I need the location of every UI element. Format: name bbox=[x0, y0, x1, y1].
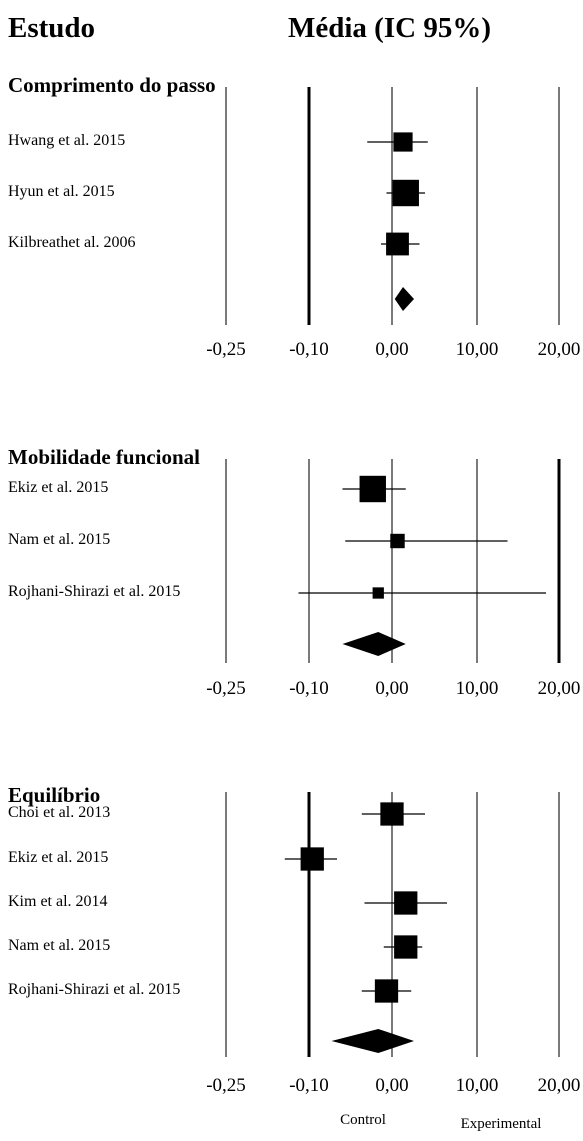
pooled-diamond bbox=[394, 287, 414, 311]
effect-size-square bbox=[394, 935, 418, 959]
effect-size-square bbox=[390, 533, 405, 549]
x-tick-label: -0,25 bbox=[206, 678, 246, 699]
study-label: Hyun et al. 2015 bbox=[8, 183, 115, 200]
effect-size-square bbox=[374, 979, 399, 1003]
effect-size-square bbox=[386, 232, 409, 256]
study-label: Hwang et al. 2015 bbox=[8, 132, 126, 149]
effect-size-square bbox=[359, 475, 386, 503]
panel-title: Comprimento do passo bbox=[8, 73, 216, 97]
footer-experimental-label: Experimental bbox=[460, 1116, 542, 1132]
x-tick-label: 0,00 bbox=[375, 339, 409, 360]
study-label: Nam et al. 2015 bbox=[8, 937, 111, 954]
x-tick-label: 10,00 bbox=[455, 339, 499, 360]
study-label: Nam et al. 2015 bbox=[8, 531, 111, 548]
x-tick-label: -0,25 bbox=[206, 339, 246, 360]
effect-size-square bbox=[372, 587, 384, 599]
panel-title: Mobilidade funcional bbox=[8, 445, 200, 469]
study-label: Rojhani-Shirazi et al. 2015 bbox=[8, 981, 181, 998]
x-tick-label: -0,10 bbox=[289, 339, 329, 360]
study-label: Kilbreathet al. 2006 bbox=[8, 234, 136, 251]
x-tick-label: 10,00 bbox=[455, 678, 499, 699]
effect-size-square bbox=[300, 847, 324, 871]
effect-size-square bbox=[392, 179, 419, 207]
study-label: Kim et al. 2014 bbox=[8, 893, 108, 910]
x-tick-label: -0,10 bbox=[289, 1075, 329, 1096]
x-tick-label: 20,00 bbox=[537, 1075, 581, 1096]
effect-size-square bbox=[394, 891, 418, 915]
mean-ci-column-header: Média (IC 95%) bbox=[288, 12, 491, 44]
study-label: Ekiz et al. 2015 bbox=[8, 849, 109, 866]
study-column-header: Estudo bbox=[8, 12, 96, 44]
x-tick-label: 10,00 bbox=[455, 1075, 499, 1096]
x-tick-label: 20,00 bbox=[537, 678, 581, 699]
footer-control-label: Control bbox=[340, 1112, 386, 1128]
x-tick-label: -0,25 bbox=[206, 1075, 246, 1096]
x-tick-label: -0,10 bbox=[289, 678, 329, 699]
pooled-diamond bbox=[342, 632, 406, 656]
effect-size-square bbox=[380, 802, 404, 826]
x-tick-label: 20,00 bbox=[537, 339, 581, 360]
study-label: Choi et al. 2013 bbox=[8, 804, 111, 821]
x-tick-label: 0,00 bbox=[375, 1075, 409, 1096]
effect-size-square bbox=[393, 132, 413, 152]
study-label: Ekiz et al. 2015 bbox=[8, 479, 109, 496]
study-label: Rojhani-Shirazi et al. 2015 bbox=[8, 583, 181, 600]
panel-title: Equilíbrio bbox=[8, 783, 101, 807]
pooled-diamond bbox=[331, 1029, 414, 1053]
x-tick-label: 0,00 bbox=[375, 678, 409, 699]
